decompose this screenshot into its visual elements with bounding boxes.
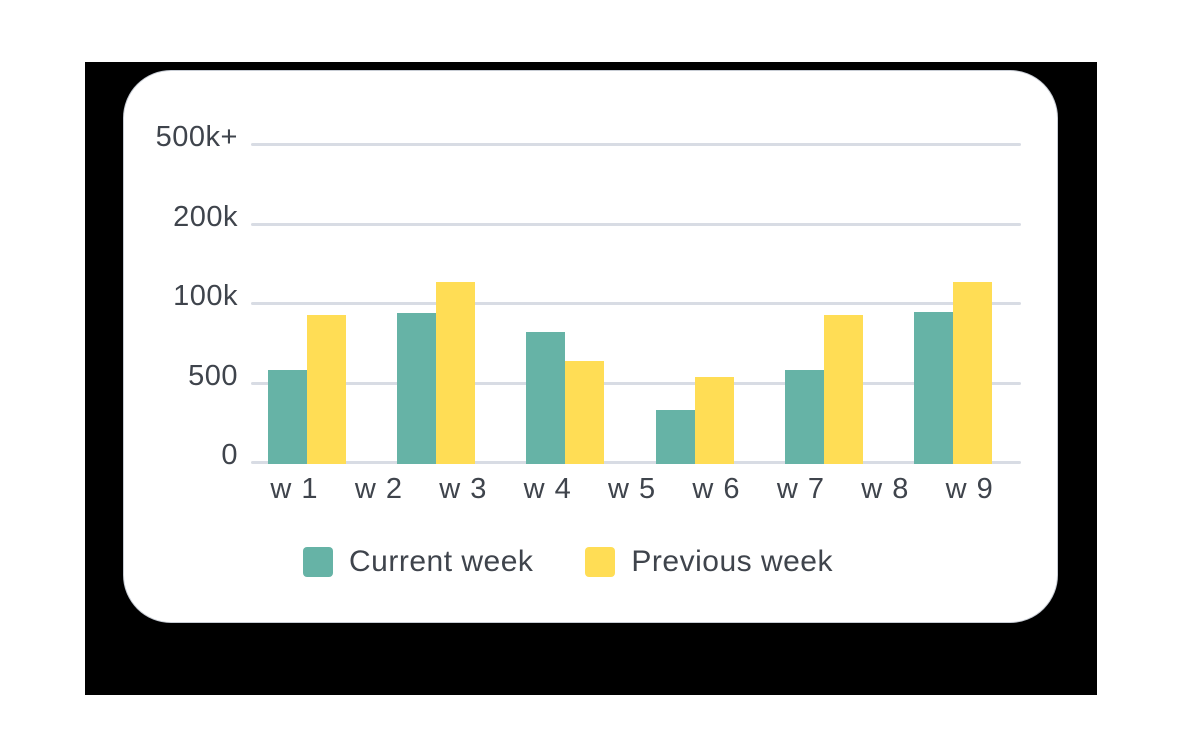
- x-axis-tick-label: w 4: [523, 473, 572, 505]
- x-axis-tick-label: w 5: [608, 473, 657, 505]
- bar-current-week: [397, 312, 437, 464]
- chart-card: 0 500 100k 200k 500k+ w 1 w 2 w 3 w 4 w 5 w 6 w 7 w…: [123, 70, 1058, 623]
- bar-previous-week: [953, 281, 992, 464]
- y-axis-tick-label: 200k: [173, 200, 238, 233]
- x-axis-tick-label: w 2: [354, 473, 403, 505]
- bar-previous-week: [565, 361, 605, 464]
- gridline: [251, 381, 1021, 385]
- x-axis-tick-label: w 6: [692, 473, 741, 505]
- y-axis-tick-label: 100k: [173, 280, 238, 312]
- bar-current-week: [268, 370, 307, 464]
- legend-swatch-previous-week: [585, 547, 616, 577]
- x-axis-tick-label: w 8: [861, 473, 910, 505]
- bar-previous-week: [436, 281, 476, 464]
- bar-previous-week: [307, 315, 346, 464]
- gridline: [251, 222, 1021, 226]
- legend-label-current-week: Current week: [349, 545, 534, 578]
- gridline: [251, 461, 1021, 464]
- legend-label-previous-week: Previous week: [631, 545, 833, 578]
- bar-current-week: [784, 370, 824, 464]
- legend-item-previous-week[interactable]: Previous week: [585, 545, 833, 579]
- x-axis-tick-label: w 3: [439, 473, 488, 505]
- bar-previous-week: [823, 315, 863, 464]
- legend-swatch-current-week: [303, 547, 333, 577]
- y-axis-tick-label: 500k+: [155, 121, 238, 153]
- bar-current-week: [655, 409, 695, 464]
- y-axis-tick-label: 500: [188, 359, 238, 392]
- x-axis-tick-label: w 9: [945, 473, 994, 505]
- gridline: [251, 143, 1021, 146]
- y-axis-tick-label: 0: [221, 439, 238, 471]
- legend: Current week Previous week: [303, 545, 833, 579]
- bar-previous-week: [694, 377, 734, 464]
- x-axis-tick-label: w 1: [270, 473, 319, 505]
- legend-item-current-week[interactable]: Current week: [303, 545, 533, 579]
- plot-area: 0 500 100k 200k 500k+ w 1 w 2 w 3 w 4 w 5 w 6 w 7 w…: [124, 71, 1059, 624]
- gridline: [251, 302, 1021, 305]
- bar-current-week: [526, 332, 566, 464]
- bar-current-week: [914, 312, 953, 464]
- x-axis-tick-label: w 7: [776, 473, 825, 505]
